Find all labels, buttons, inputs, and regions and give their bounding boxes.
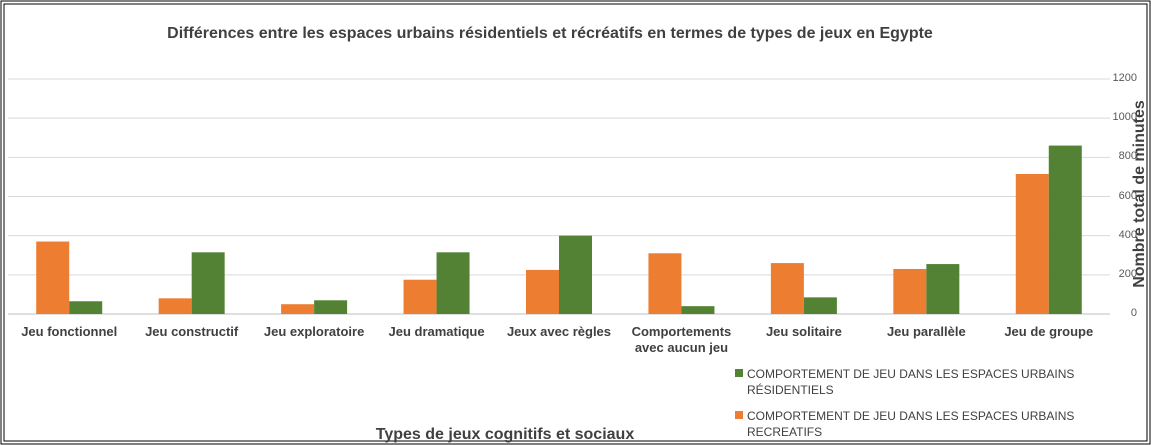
bar xyxy=(926,264,960,314)
y-tick-label: 800 xyxy=(1118,150,1137,163)
legend-swatch xyxy=(735,369,743,377)
x-tick-label: Jeu constructif xyxy=(145,324,239,339)
bar xyxy=(893,268,927,314)
y-tick-label: 1200 xyxy=(1112,72,1137,84)
legend-label: COMPORTEMENT DE JEU DANS LES ESPACES URB… xyxy=(747,367,1075,397)
bar xyxy=(770,263,804,314)
x-tick-label: Jeu solitaire xyxy=(765,324,842,339)
x-tick-label: Jeu parallèle xyxy=(886,324,966,339)
legend-label: COMPORTEMENT DE JEU DANS LES ESPACES URB… xyxy=(747,409,1075,439)
bar xyxy=(526,269,559,314)
x-axis-title: Types de jeux cognitifs et sociaux xyxy=(375,426,635,443)
bar xyxy=(403,279,437,314)
legend-swatch xyxy=(735,411,743,419)
bar xyxy=(1015,173,1049,314)
bar xyxy=(191,252,225,314)
inner-frame xyxy=(3,3,1148,442)
y-tick-label: 1000 xyxy=(1112,111,1137,124)
y-tick-label: 600 xyxy=(1118,189,1137,202)
chart-title: Différences entre les espaces urbains ré… xyxy=(167,25,933,42)
x-tick-label: Jeux avec règles xyxy=(506,324,612,339)
bar xyxy=(648,253,682,314)
x-tick-label: Jeu de groupe xyxy=(1004,324,1094,339)
y-tick-label: 0 xyxy=(1130,307,1137,319)
y-tick-label: 200 xyxy=(1118,267,1137,280)
y-tick-label: 400 xyxy=(1118,228,1137,241)
bar xyxy=(69,301,103,314)
bar xyxy=(314,300,348,314)
bar xyxy=(436,252,470,314)
bar xyxy=(803,297,837,314)
x-tick-label: Comportements avec aucun jeu xyxy=(631,324,732,355)
bar xyxy=(681,306,715,314)
bar xyxy=(559,235,592,314)
bar xyxy=(158,298,192,314)
x-tick-label: Jeu dramatique xyxy=(388,324,485,339)
bar xyxy=(36,241,70,314)
x-tick-label: Jeu exploratoire xyxy=(263,324,365,339)
x-tick-label: Jeu fonctionnel xyxy=(21,324,118,339)
bar xyxy=(1048,145,1082,314)
bar xyxy=(281,304,315,314)
